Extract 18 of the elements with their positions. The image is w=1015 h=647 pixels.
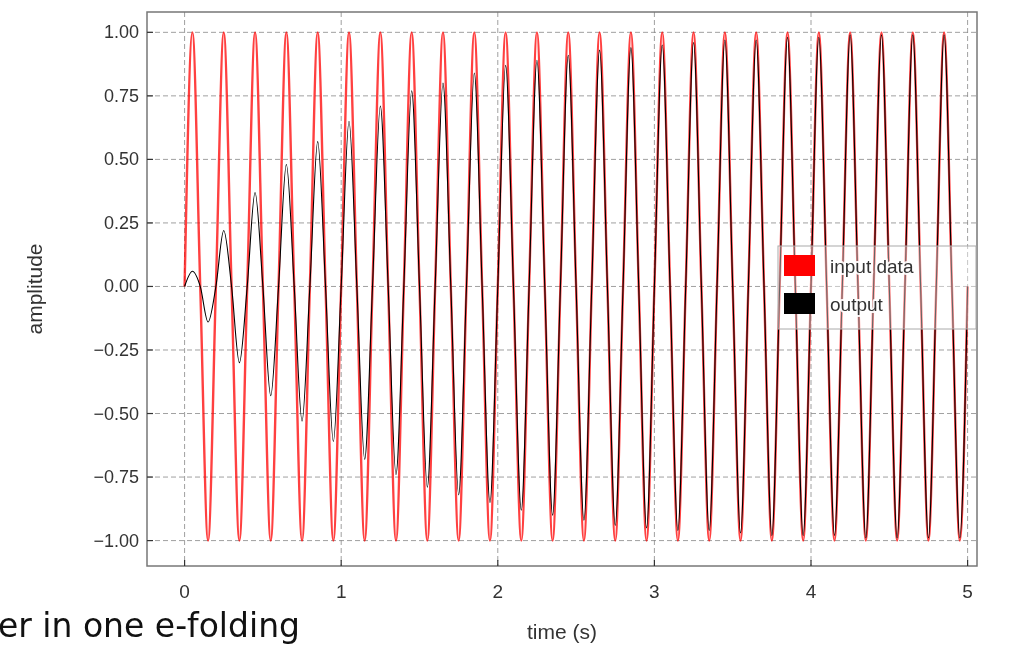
x-tick-label: 3 xyxy=(649,581,660,602)
y-axis-title: amplitude xyxy=(23,243,46,335)
y-tick-label: 0.50 xyxy=(103,149,139,170)
y-tick-label: 0.75 xyxy=(103,85,139,106)
y-tick-label: −0.25 xyxy=(93,339,139,360)
x-tick-label: 5 xyxy=(962,581,973,602)
x-axis-title: time (s) xyxy=(527,620,597,643)
y-tick-label: −0.50 xyxy=(93,403,139,424)
y-tick-label: 0.25 xyxy=(103,212,139,233)
y-tick-label: 1.00 xyxy=(103,22,139,43)
text: er in one e-folding xyxy=(0,606,300,645)
x-tick-label: 1 xyxy=(335,581,347,602)
y-tick-label: −1.00 xyxy=(93,530,139,551)
x-tick-label: 4 xyxy=(805,581,817,602)
y-tick-label: 0.00 xyxy=(103,276,139,297)
x-tick-label: 0 xyxy=(179,581,190,602)
y-tick-label: −0.75 xyxy=(93,467,139,488)
x-tick-label: 2 xyxy=(492,581,504,602)
